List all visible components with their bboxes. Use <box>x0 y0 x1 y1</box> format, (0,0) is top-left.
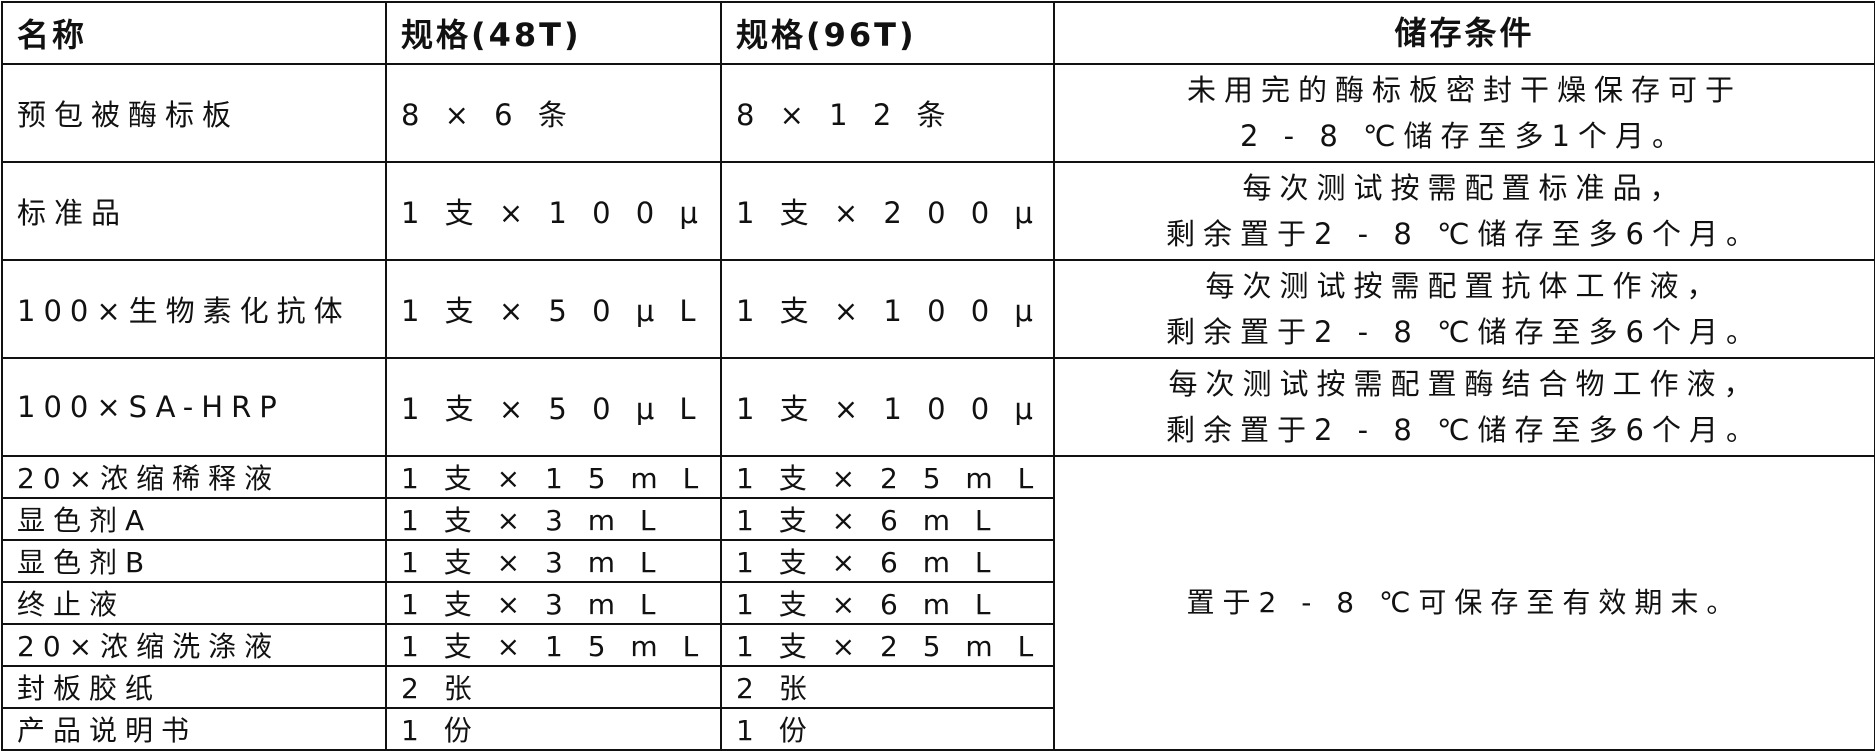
cell-spec-48t: 1 支 × 3 m L <box>385 539 722 583</box>
storage-line: 2 - 8 ℃储存至多1个月。 <box>1239 119 1690 153</box>
storage-line: 每次测试按需配置酶结合物工作液， <box>1168 367 1761 401</box>
cell-name: 封板胶纸 <box>1 665 387 709</box>
table-row: 封板胶纸 2 张 2 张 <box>1 665 1875 709</box>
cell-storage: 每次测试按需配置标准品， 剩余置于2 - 8 ℃储存至多6个月。 <box>1053 161 1875 261</box>
table-row: 终止液 1 支 × 3 m L 1 支 × 6 m L <box>1 581 1875 625</box>
table-row: 标准品 1 支 × 1 0 0 μ L 1 支 × 2 0 0 μ L 每次测试… <box>1 161 1875 261</box>
cell-spec-48t: 1 份 <box>385 707 722 751</box>
cell-shared-storage: 置于2 - 8 ℃可保存至有效期末。 <box>1053 455 1875 751</box>
cell-name: 预包被酶标板 <box>1 63 387 163</box>
cell-name: 100×SA-HRP <box>1 357 387 457</box>
header-row: 名称 规格(48T) 规格(96T) 储存条件 <box>1 1 1875 65</box>
storage-line: 每次测试按需配置标准品， <box>1242 171 1687 205</box>
table-row: 20×浓缩洗涤液 1 支 × 1 5 m L 1 支 × 2 5 m L <box>1 623 1875 667</box>
cell-spec-96t: 1 支 × 6 m L <box>720 497 1055 541</box>
cell-name: 终止液 <box>1 581 387 625</box>
table-row: 显色剂A 1 支 × 3 m L 1 支 × 6 m L <box>1 497 1875 541</box>
cell-storage: 每次测试按需配置抗体工作液， 剩余置于2 - 8 ℃储存至多6个月。 <box>1053 259 1875 359</box>
cell-spec-96t: 1 份 <box>720 707 1055 751</box>
cell-spec-48t: 1 支 × 1 5 m L <box>385 455 722 499</box>
table-row: 显色剂B 1 支 × 3 m L 1 支 × 6 m L <box>1 539 1875 583</box>
header-spec-48t: 规格(48T) <box>385 1 722 65</box>
cell-name: 100×生物素化抗体 <box>1 259 387 359</box>
cell-spec-96t: 1 支 × 1 0 0 μ L <box>720 259 1055 359</box>
cell-name: 20×浓缩洗涤液 <box>1 623 387 667</box>
storage-line: 剩余置于2 - 8 ℃储存至多6个月。 <box>1165 217 1764 251</box>
cell-spec-96t: 8 × 1 2 条 <box>720 63 1055 163</box>
cell-spec-48t: 1 支 × 3 m L <box>385 581 722 625</box>
storage-line: 每次测试按需配置抗体工作液， <box>1205 269 1724 303</box>
cell-spec-96t: 1 支 × 2 0 0 μ L <box>720 161 1055 261</box>
table-row: 20×浓缩稀释液 1 支 × 1 5 m L 1 支 × 2 5 m L 置于2… <box>1 455 1875 751</box>
cell-storage: 每次测试按需配置酶结合物工作液， 剩余置于2 - 8 ℃储存至多6个月。 <box>1053 357 1875 457</box>
cell-name: 产品说明书 <box>1 707 387 751</box>
table-row: 100×生物素化抗体 1 支 × 5 0 μ L 1 支 × 1 0 0 μ L… <box>1 259 1875 359</box>
cell-spec-48t: 8 × 6 条 <box>385 63 722 163</box>
cell-name: 20×浓缩稀释液 <box>1 455 387 499</box>
cell-spec-48t: 1 支 × 5 0 μ L <box>385 357 722 457</box>
cell-spec-48t: 1 支 × 1 5 m L <box>385 623 722 667</box>
header-name: 名称 <box>1 1 387 65</box>
table-row: 100×SA-HRP 1 支 × 5 0 μ L 1 支 × 1 0 0 μ L… <box>1 357 1875 457</box>
cell-spec-96t: 1 支 × 6 m L <box>720 539 1055 583</box>
cell-spec-96t: 2 张 <box>720 665 1055 709</box>
table-row: 预包被酶标板 8 × 6 条 8 × 1 2 条 未用完的酶标板密封干燥保存可于… <box>1 63 1875 163</box>
table-row: 产品说明书 1 份 1 份 <box>1 707 1875 751</box>
cell-storage: 未用完的酶标板密封干燥保存可于 2 - 8 ℃储存至多1个月。 <box>1053 63 1875 163</box>
cell-spec-48t: 1 支 × 1 0 0 μ L <box>385 161 722 261</box>
storage-line: 剩余置于2 - 8 ℃储存至多6个月。 <box>1165 413 1764 447</box>
cell-spec-96t: 1 支 × 6 m L <box>720 581 1055 625</box>
cell-name: 标准品 <box>1 161 387 261</box>
cell-name: 显色剂A <box>1 497 387 541</box>
cell-spec-96t: 1 支 × 2 5 m L <box>720 455 1055 499</box>
cell-spec-96t: 1 支 × 1 0 0 μ L <box>720 357 1055 457</box>
cell-spec-96t: 1 支 × 2 5 m L <box>720 623 1055 667</box>
cell-spec-48t: 1 支 × 3 m L <box>385 497 722 541</box>
cell-name: 显色剂B <box>1 539 387 583</box>
cell-spec-48t: 1 支 × 5 0 μ L <box>385 259 722 359</box>
storage-line: 未用完的酶标板密封干燥保存可于 <box>1186 73 1742 107</box>
storage-line: 剩余置于2 - 8 ℃储存至多6个月。 <box>1165 315 1764 349</box>
cell-spec-48t: 2 张 <box>385 665 722 709</box>
header-storage: 储存条件 <box>1053 1 1875 65</box>
header-spec-96t: 规格(96T) <box>720 1 1055 65</box>
